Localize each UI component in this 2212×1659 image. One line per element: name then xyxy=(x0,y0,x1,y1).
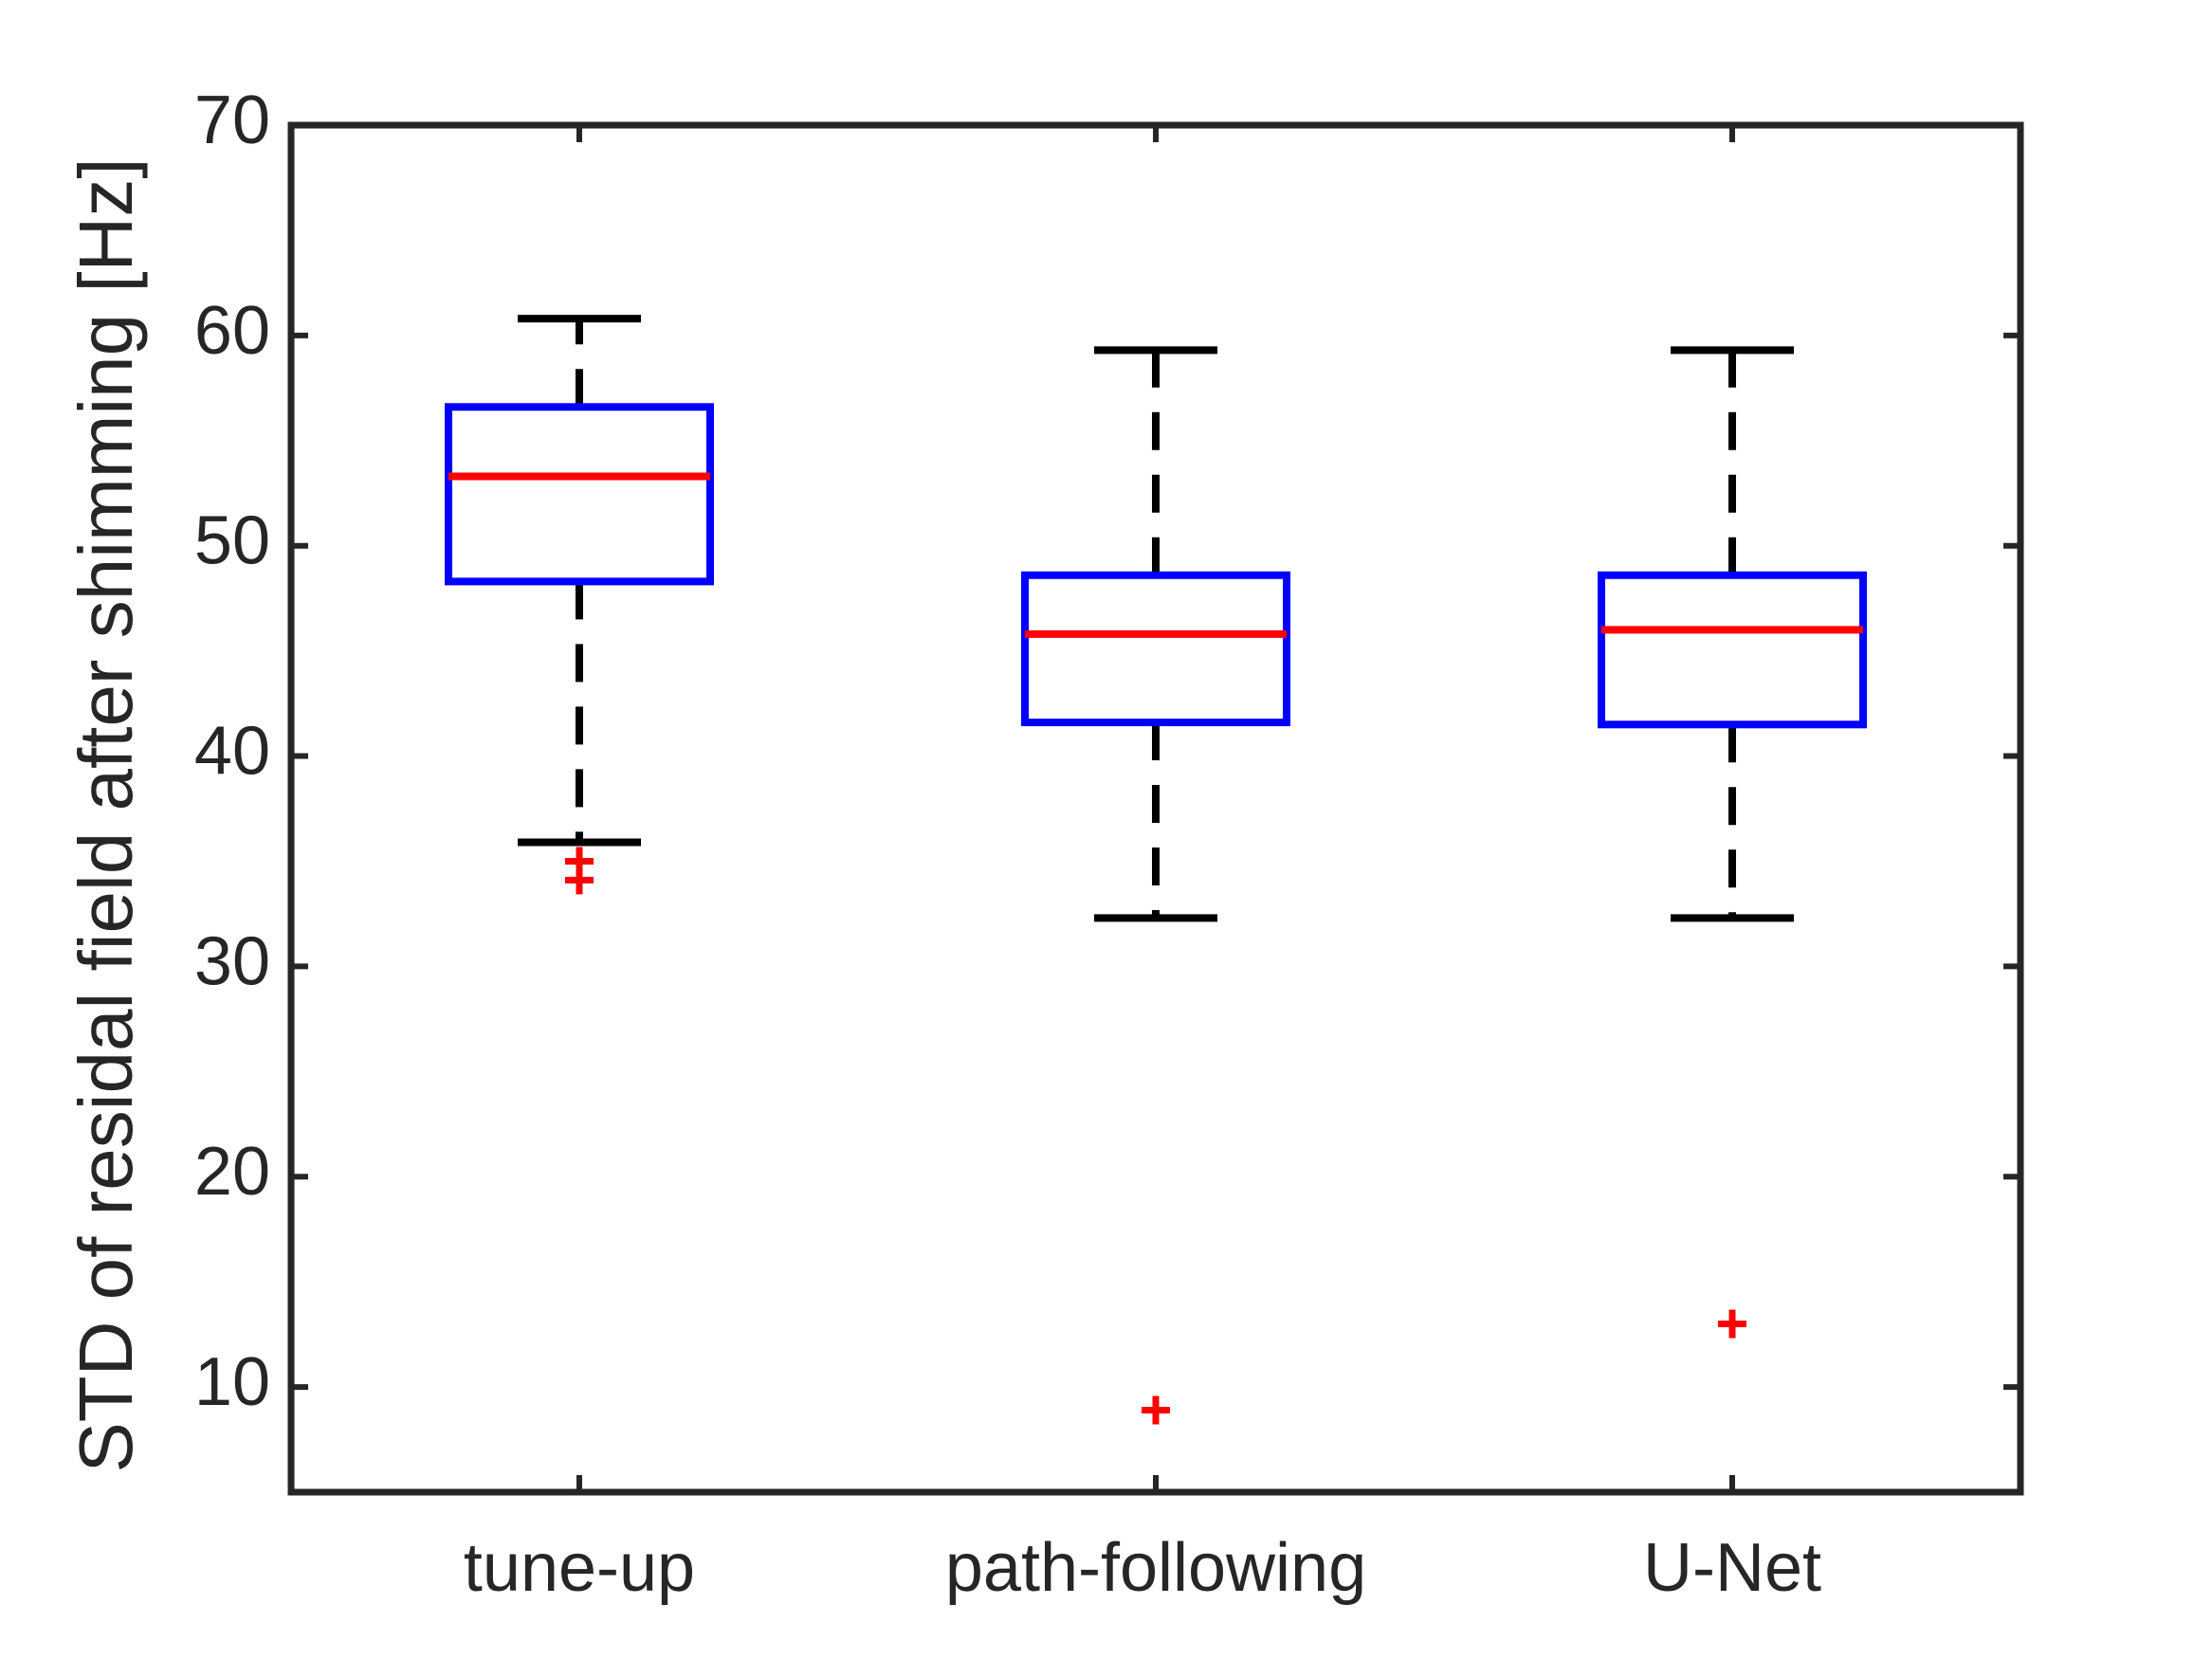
outlier xyxy=(1718,1309,1746,1339)
y-tick-label: 20 xyxy=(194,1134,270,1210)
y-tick-label: 70 xyxy=(194,82,270,158)
y-tick-label: 50 xyxy=(194,503,270,579)
x-tick-label: U-Net xyxy=(1643,1530,1821,1606)
outlier xyxy=(565,866,594,895)
y-tick-label: 30 xyxy=(194,923,270,999)
y-tick-label: 60 xyxy=(194,293,270,369)
box xyxy=(1598,571,1867,729)
x-tick-label: path-following xyxy=(945,1530,1366,1606)
plot-frame xyxy=(287,121,2024,1496)
y-tick-label: 40 xyxy=(194,714,270,790)
y-tick-label: 10 xyxy=(194,1344,270,1420)
box xyxy=(1021,571,1290,727)
outlier xyxy=(1142,1395,1170,1425)
box xyxy=(445,403,714,586)
x-tick-label: tune-up xyxy=(464,1530,695,1606)
y-axis-label: STD of residal field after shimming [Hz] xyxy=(64,157,148,1472)
